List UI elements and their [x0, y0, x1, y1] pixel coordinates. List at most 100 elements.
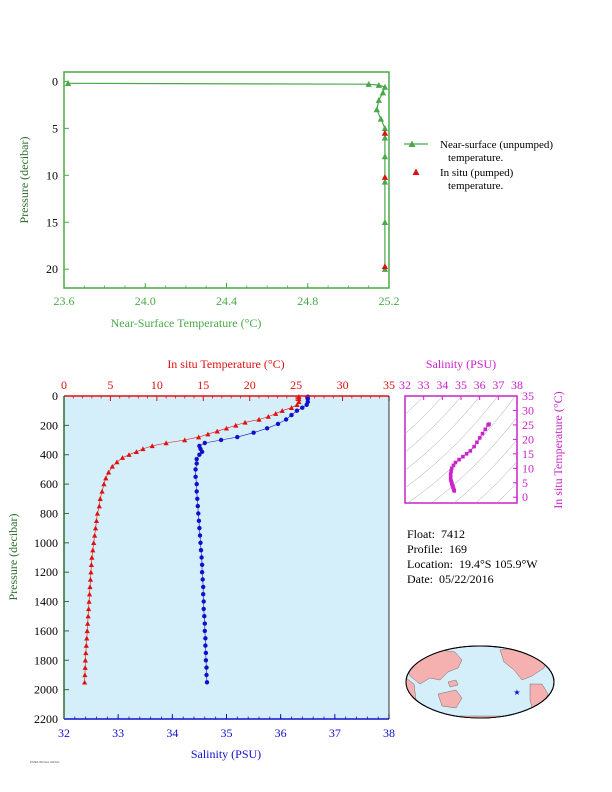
pressure-tick-label: 1800: [34, 653, 58, 667]
float-location-marker: ★: [513, 688, 520, 697]
temperature-profile-point: [288, 405, 295, 410]
temperature-profile-point: [149, 443, 155, 449]
ts-point: [464, 452, 469, 456]
legend-in-situ-marker: [412, 168, 420, 175]
temperature-profile-point: [109, 463, 115, 469]
ts-x-tick-label: 37: [492, 378, 504, 392]
near-surface-temperature-point: [381, 83, 389, 90]
near-surface-temperature-point: [377, 115, 385, 122]
near-surface-temperature-point: [365, 81, 372, 87]
temperature-profile-point: [256, 416, 262, 422]
salinity-profile-point: [193, 474, 198, 479]
ts-x-tick-label: 35: [455, 378, 467, 392]
temperature-profile-point: [105, 469, 112, 475]
ts-x-tick-label: 34: [436, 378, 448, 392]
near-surface-y-tick-label: 0: [52, 74, 58, 88]
temperature-profile-point: [88, 562, 94, 568]
temperature-profile-point: [103, 475, 109, 481]
salinity-profile-point: [300, 405, 305, 410]
salinity-profile-point: [201, 592, 206, 597]
ts-y-tick-label: 0: [522, 490, 528, 504]
temperature-profile-point: [85, 620, 91, 626]
near-surface-y-tick-label: 10: [46, 168, 58, 182]
temperature-profile-point: [83, 642, 89, 648]
salinity-tick-label: 37: [329, 726, 341, 740]
salinity-profile-point: [218, 437, 224, 443]
salinity-tick-label: 36: [275, 726, 287, 740]
temperature-profile-point: [89, 554, 95, 560]
in-situ-temperature-point: [381, 129, 389, 136]
location-value: 19.4°S 105.9°W: [458, 557, 538, 571]
temperature-profile-point: [83, 650, 89, 656]
near-surface-plot-frame: [63, 71, 390, 289]
temperature-tick-label: 20: [244, 378, 256, 392]
pressure-tick-label: 800: [40, 506, 58, 520]
salinity-profile-point: [201, 606, 206, 612]
pressure-tick-label: 1200: [34, 565, 58, 579]
temperature-profile-point: [294, 402, 300, 408]
salinity-profile-point: [199, 555, 204, 560]
ts-point: [468, 449, 473, 453]
salinity-profile-point: [235, 434, 240, 440]
temperature-profile-point: [296, 396, 302, 402]
salinity-profile-point: [197, 525, 202, 531]
temperature-profile-point: [88, 569, 94, 575]
near-surface-y-tick-label: 5: [52, 121, 58, 135]
near-surface-temperature-point: [64, 80, 72, 86]
near-surface-x-tick-label: 24.8: [297, 294, 318, 308]
pressure-tick-label: 2000: [34, 683, 58, 697]
salinity-profile-point: [193, 467, 198, 472]
near-surface-x-tick-label: 23.6: [54, 294, 75, 308]
ts-y-axis-title: In situ Temperature (°C): [551, 391, 565, 508]
salinity-profile-point: [251, 430, 256, 435]
near-surface-x-tick-label: 24.4: [216, 294, 237, 308]
salinity-tick-label: 34: [166, 726, 178, 740]
temperature-profile-point: [279, 408, 285, 413]
profile-chart: 0 5 10 15 20 25 30 35 32 33 34 35 36 37 38 0 200 400 600 80…: [6, 357, 395, 761]
salinity-tick-label: 32: [58, 726, 70, 740]
temperature-profile-point: [94, 510, 101, 516]
ts-x-tick-label: 32: [399, 378, 411, 392]
ts-point: [457, 457, 461, 462]
temperature-profile-point: [163, 440, 169, 446]
temperature-profile-point: [233, 422, 239, 428]
temperature-profile-point: [182, 437, 188, 443]
salinity-profile-point: [283, 417, 289, 422]
legend-in-situ-label-2: temperature.: [448, 180, 504, 192]
ts-y-tick-label: 15: [522, 447, 534, 461]
float-value: 7412: [441, 527, 466, 541]
near-surface-x-axis-title: Near-Surface Temperature (°C): [111, 316, 262, 330]
location-label: Location:: [407, 557, 453, 571]
salinity-profile-point: [204, 680, 210, 685]
salinity-profile-point: [195, 503, 200, 509]
legend-near-surface-label-1: Near-surface (unpumped): [440, 139, 553, 151]
near-surface-y-tick-label: 20: [46, 262, 58, 276]
near-surface-temperature-point: [373, 106, 381, 113]
salinity-tick-label: 33: [112, 726, 124, 740]
temperature-profile-point: [242, 419, 248, 425]
float-label: Float:: [407, 527, 436, 541]
salinity-profile-point: [196, 511, 201, 516]
date-value: 05/22/2016: [439, 572, 494, 586]
temperature-profile-point: [133, 449, 140, 455]
salinity-axis-title: Salinity (PSU): [191, 747, 261, 761]
profile-plot-background: [64, 396, 389, 719]
salinity-profile-point: [198, 548, 204, 553]
pressure-tick-label: 1400: [34, 595, 58, 609]
near-surface-temperature-point: [381, 219, 389, 225]
profile-axes: 0 5 10 15 20 25 30 35 32 33 34 35 36 37 38 0 200 400 600 80…: [34, 378, 395, 740]
salinity-profile-point: [264, 426, 270, 431]
location-row: Location: 19.4°S 105.9°W: [407, 557, 538, 572]
ts-point: [449, 466, 454, 471]
temperature-profile-point: [126, 452, 132, 457]
temperature-tick-label: 5: [107, 378, 113, 392]
salinity-profile-point: [201, 584, 206, 590]
ts-point: [483, 427, 488, 432]
temperature-tick-label: 35: [383, 378, 395, 392]
ts-point: [475, 440, 479, 445]
in-situ-temperature-point: [381, 173, 389, 180]
pressure-tick-label: 1600: [34, 624, 58, 638]
ts-y-tick-label: 35: [522, 389, 534, 403]
